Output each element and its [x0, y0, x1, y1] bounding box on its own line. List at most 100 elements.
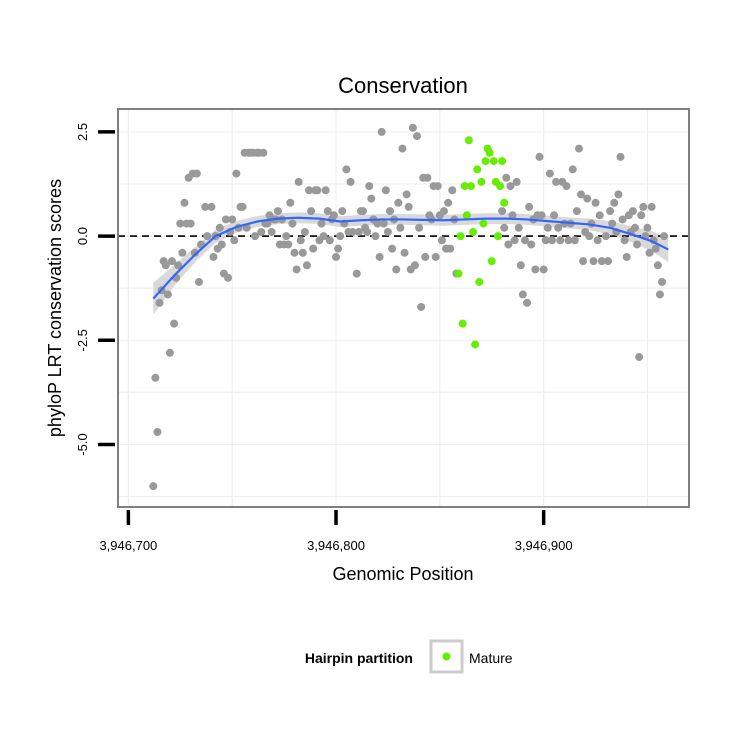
- smooth-trend-line: [152, 216, 669, 300]
- data-point: [547, 236, 556, 245]
- data-point-mature: [487, 257, 496, 266]
- data-point-mature: [475, 277, 484, 286]
- data-point: [381, 186, 390, 195]
- data-point: [597, 257, 606, 266]
- data-point: [294, 177, 303, 186]
- data-point: [217, 240, 226, 249]
- data-point: [273, 207, 282, 216]
- data-point: [574, 144, 583, 153]
- data-point: [577, 190, 586, 199]
- data-point-mature: [485, 148, 494, 157]
- data-point: [601, 232, 610, 241]
- data-point: [267, 227, 276, 236]
- data-point: [556, 236, 565, 245]
- data-point: [593, 236, 602, 245]
- data-point: [633, 240, 642, 249]
- data-point: [161, 261, 170, 270]
- data-point: [224, 273, 233, 282]
- legend-title: Hairpin partition: [305, 650, 413, 666]
- data-point: [232, 169, 241, 178]
- data-point: [329, 211, 338, 220]
- data-point: [614, 190, 623, 199]
- data-point: [400, 248, 409, 257]
- data-point: [606, 207, 615, 216]
- data-point-mature: [462, 211, 471, 220]
- data-point: [568, 165, 577, 174]
- data-point: [660, 232, 669, 241]
- x-tick-label: 3,946,700: [99, 538, 157, 553]
- data-point: [431, 252, 440, 261]
- data-point: [230, 236, 239, 245]
- data-point: [259, 148, 268, 157]
- data-point: [502, 173, 511, 182]
- data-point: [375, 252, 384, 261]
- x-tick-label: 3,946,900: [515, 538, 573, 553]
- x-axis-label: Genomic Position: [332, 564, 473, 584]
- x-tick-label: 3,946,800: [307, 538, 365, 553]
- data-point: [423, 173, 432, 182]
- data-point: [444, 198, 453, 207]
- data-point: [512, 177, 521, 186]
- data-point: [516, 261, 525, 270]
- data-point: [500, 223, 509, 232]
- data-point: [286, 198, 295, 207]
- data-point: [180, 198, 189, 207]
- data-point: [388, 244, 397, 253]
- data-point: [541, 236, 550, 245]
- data-point: [620, 236, 629, 245]
- data-point: [610, 198, 619, 207]
- data-point: [635, 352, 644, 361]
- data-point: [608, 219, 617, 228]
- y-axis-ticks: -5.0 -2.5 0.0 2.5: [75, 123, 115, 456]
- data-point: [647, 202, 656, 211]
- data-point: [631, 223, 640, 232]
- data-point: [302, 261, 311, 270]
- data-point: [583, 194, 592, 203]
- data-point: [203, 232, 212, 241]
- data-point: [439, 207, 448, 216]
- data-point: [359, 207, 368, 216]
- data-point-mature: [454, 269, 463, 278]
- data-point-mature: [498, 157, 507, 166]
- data-point-mature: [464, 136, 473, 145]
- panel-border-layer: [117, 108, 690, 508]
- data-point: [307, 207, 316, 216]
- data-point: [176, 219, 185, 228]
- data-point-mature: [477, 177, 486, 186]
- data-point-mature: [493, 232, 502, 241]
- data-point: [192, 169, 201, 178]
- data-points: [149, 123, 669, 491]
- data-point: [645, 248, 654, 257]
- data-point: [394, 198, 403, 207]
- data-point-mature: [473, 165, 482, 174]
- data-point: [604, 257, 613, 266]
- data-point: [504, 240, 513, 249]
- data-point: [282, 232, 291, 241]
- data-point: [498, 207, 507, 216]
- data-point: [589, 257, 598, 266]
- data-point: [415, 223, 424, 232]
- data-point: [321, 186, 330, 195]
- data-point: [446, 244, 455, 253]
- data-point: [325, 236, 334, 245]
- data-point: [371, 232, 380, 241]
- data-point: [296, 236, 305, 245]
- data-point: [543, 223, 552, 232]
- panel-border: [117, 108, 690, 508]
- data-point: [622, 252, 631, 261]
- data-point: [209, 252, 218, 261]
- y-tick-label: -5.0: [75, 433, 90, 455]
- data-point: [379, 219, 388, 228]
- data-point: [383, 227, 392, 236]
- data-point: [421, 252, 430, 261]
- data-point: [323, 207, 332, 216]
- data-point: [520, 236, 529, 245]
- data-point: [579, 257, 588, 266]
- data-point: [338, 207, 347, 216]
- data-point-mature: [460, 182, 469, 191]
- data-point: [386, 207, 395, 216]
- data-point: [550, 211, 559, 220]
- smooth-trend-layer: [152, 216, 669, 300]
- data-point: [653, 261, 662, 270]
